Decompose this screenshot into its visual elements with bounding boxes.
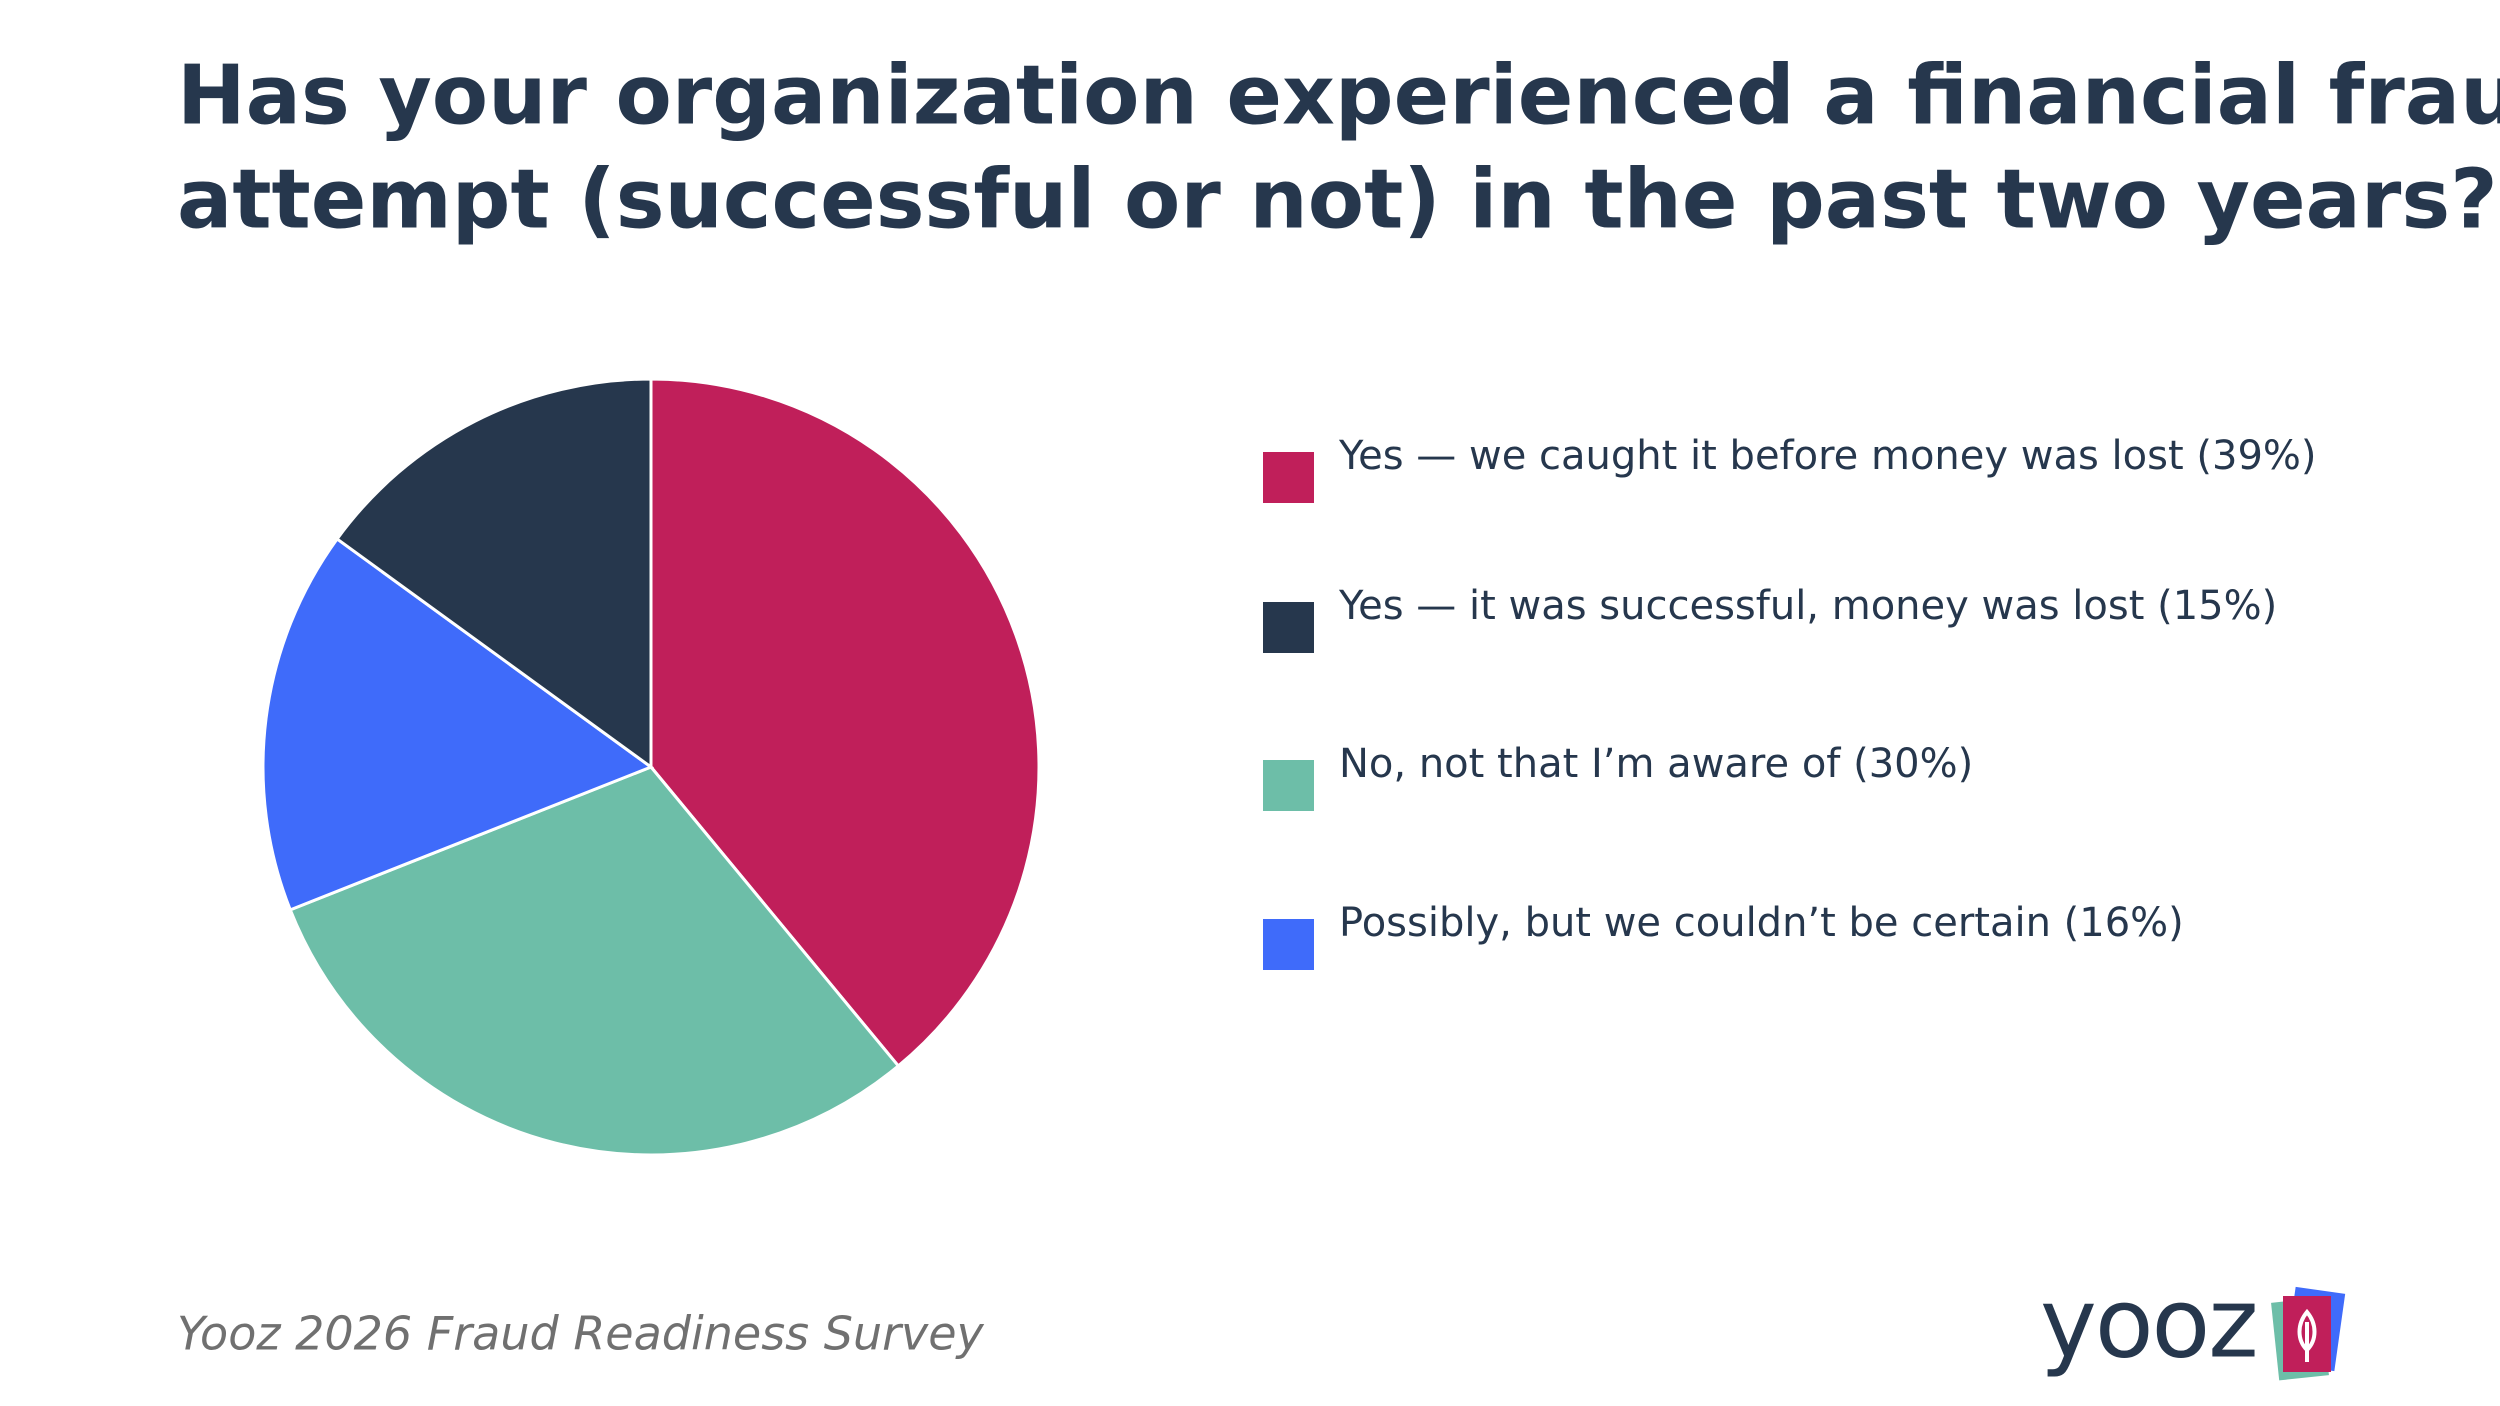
pie-slice (288, 765, 901, 1157)
logo: yooz (2040, 1267, 2346, 1381)
chart-title: Has your organization experienced a fina… (177, 48, 2500, 143)
chart-title: attempt (successful or not) in the past … (177, 152, 2498, 247)
logo-leaf (2297, 1308, 2317, 1362)
legend-swatch (1263, 760, 1314, 811)
pie-slice (335, 377, 653, 770)
legend-label: Yes — we caught it before money was lost… (1338, 433, 2317, 479)
legend-swatch (1263, 602, 1314, 653)
legend-label: No, not that I’m aware of (30%) (1339, 741, 1973, 787)
source: Yooz 2026 Fraud Readiness Survey (177, 1307, 985, 1361)
legend-swatch (1263, 452, 1314, 503)
legend-swatch (1263, 919, 1314, 970)
pie-slice (649, 377, 1041, 1069)
legend-label: Yes — it was successful, money was lost … (1338, 583, 2277, 629)
pie-slice (261, 536, 655, 912)
logo-text: yooz (2040, 1267, 2257, 1379)
legend-label: Possibly, but we couldn’t be certain (16… (1339, 900, 2184, 946)
